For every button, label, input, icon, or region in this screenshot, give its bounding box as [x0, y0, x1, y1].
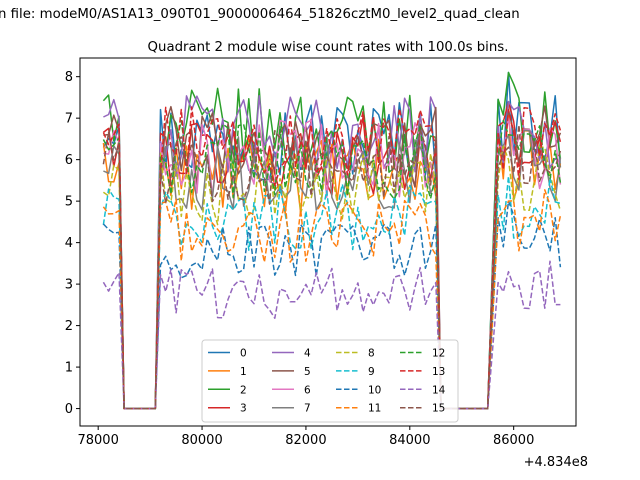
axes-frame: [79, 57, 577, 427]
series-line-14: [102, 260, 561, 410]
x-tick-label: 80000: [181, 433, 222, 448]
legend-label-7: 7: [304, 403, 311, 415]
y-tick-label: 2: [65, 319, 73, 334]
x-axis: 78000 80000 82000 84000 86000: [77, 426, 534, 448]
y-tick-label: 1: [65, 361, 73, 376]
x-tick-label: 78000: [77, 433, 118, 448]
x-tick-label: 84000: [389, 433, 430, 448]
legend-label-6: 6: [304, 384, 311, 396]
legend-label-4: 4: [304, 348, 311, 360]
y-tick-label: 4: [65, 236, 73, 251]
legend-label-3: 3: [240, 403, 247, 415]
legend-label-8: 8: [368, 348, 375, 360]
y-axis: 0 1 2 3 4 5 6 7 8: [65, 70, 80, 417]
legend-label-11: 11: [368, 403, 381, 415]
legend-label-9: 9: [368, 366, 375, 378]
y-tick-label: 8: [65, 70, 73, 85]
legend-label-15: 15: [432, 403, 445, 415]
legend-label-13: 13: [432, 366, 445, 378]
y-tick-label: 3: [65, 278, 73, 293]
x-offset-label: +4.834e8: [524, 455, 588, 470]
legend-box: [201, 339, 459, 423]
legend-label-12: 12: [432, 348, 445, 360]
y-tick-label: 0: [65, 402, 73, 417]
plot-area: [102, 71, 562, 410]
legend-label-2: 2: [240, 384, 247, 396]
series-line-15: [102, 124, 562, 410]
series-line-10: [102, 200, 562, 410]
chart-title: Quadrant 2 module wise count rates with …: [148, 40, 509, 55]
legend-label-14: 14: [432, 384, 446, 396]
figure-suptitle: n file: modeM0/AS1A13_090T01_9000006464_…: [0, 7, 520, 22]
legend-label-0: 0: [240, 348, 247, 360]
x-tick-label: 82000: [285, 433, 326, 448]
legend-label-1: 1: [240, 366, 247, 378]
y-tick-label: 6: [65, 153, 73, 168]
x-tick-label: 86000: [493, 433, 534, 448]
y-tick-label: 7: [65, 112, 73, 127]
legend-label-5: 5: [304, 366, 311, 378]
legend-label-10: 10: [368, 384, 381, 396]
y-tick-label: 5: [65, 195, 73, 210]
